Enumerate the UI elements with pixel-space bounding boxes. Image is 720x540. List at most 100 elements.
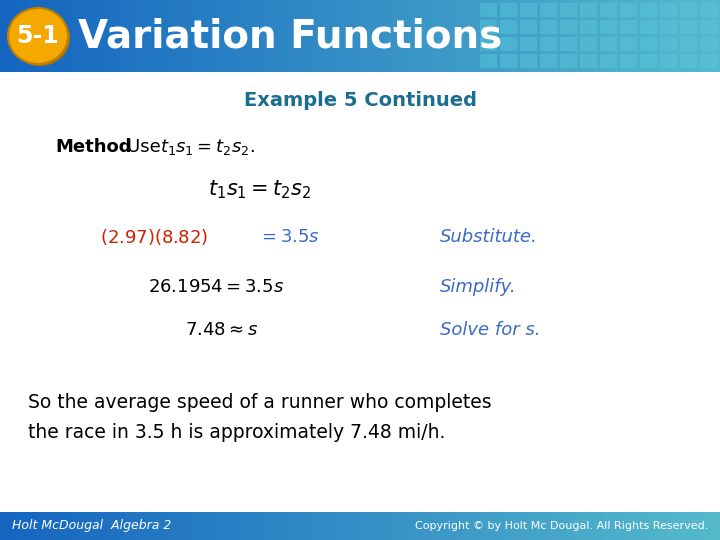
Bar xyxy=(153,0,162,72)
Text: Simplify.: Simplify. xyxy=(440,278,517,296)
Bar xyxy=(279,0,288,72)
Bar xyxy=(243,512,252,540)
Text: $26.1954 = 3.5s$: $26.1954 = 3.5s$ xyxy=(148,278,284,296)
Bar xyxy=(270,0,279,72)
Bar xyxy=(513,0,522,72)
Bar xyxy=(324,0,333,72)
Bar xyxy=(630,512,639,540)
Bar xyxy=(288,0,297,72)
Ellipse shape xyxy=(10,10,70,66)
Bar xyxy=(594,0,603,72)
Bar xyxy=(198,512,207,540)
Bar xyxy=(640,54,657,68)
Bar xyxy=(189,512,198,540)
Bar xyxy=(600,37,617,51)
Bar xyxy=(414,512,423,540)
Bar xyxy=(477,512,486,540)
Bar xyxy=(207,512,216,540)
Bar xyxy=(189,0,198,72)
Bar xyxy=(387,0,396,72)
Bar xyxy=(450,0,459,72)
Bar xyxy=(333,512,342,540)
Bar xyxy=(441,512,450,540)
Bar xyxy=(225,512,234,540)
Bar xyxy=(315,512,324,540)
Bar xyxy=(576,512,585,540)
Bar xyxy=(54,0,63,72)
Bar xyxy=(576,0,585,72)
Text: $(2.97)(8.82)$: $(2.97)(8.82)$ xyxy=(100,227,208,247)
Bar xyxy=(135,512,144,540)
Bar xyxy=(585,0,594,72)
Bar xyxy=(378,0,387,72)
Bar xyxy=(558,0,567,72)
Bar xyxy=(486,512,495,540)
Bar xyxy=(620,54,637,68)
Bar xyxy=(549,512,558,540)
Bar xyxy=(640,37,657,51)
Bar xyxy=(468,512,477,540)
Bar xyxy=(36,512,45,540)
Bar xyxy=(117,512,126,540)
Bar xyxy=(63,512,72,540)
Text: Solve for s.: Solve for s. xyxy=(440,321,541,339)
Bar xyxy=(549,0,558,72)
Bar xyxy=(297,0,306,72)
Bar xyxy=(639,512,648,540)
Bar xyxy=(702,0,711,72)
Bar xyxy=(468,0,477,72)
Bar xyxy=(585,512,594,540)
Bar xyxy=(216,0,225,72)
Bar xyxy=(711,0,720,72)
Bar xyxy=(441,0,450,72)
Bar xyxy=(684,512,693,540)
Bar xyxy=(621,0,630,72)
Bar xyxy=(560,54,577,68)
Text: Use: Use xyxy=(127,138,166,156)
Bar xyxy=(702,512,711,540)
Bar xyxy=(495,512,504,540)
Bar xyxy=(171,512,180,540)
Bar xyxy=(480,54,497,68)
Text: Variation Functions: Variation Functions xyxy=(78,17,503,55)
Bar xyxy=(27,512,36,540)
Bar xyxy=(700,54,717,68)
Bar xyxy=(234,0,243,72)
Bar xyxy=(423,0,432,72)
Bar xyxy=(660,3,677,17)
Bar xyxy=(126,512,135,540)
Bar xyxy=(396,0,405,72)
Bar xyxy=(500,37,517,51)
Bar xyxy=(540,3,557,17)
Bar xyxy=(603,512,612,540)
Bar xyxy=(369,512,378,540)
Bar xyxy=(459,0,468,72)
Bar xyxy=(660,37,677,51)
Bar xyxy=(72,512,81,540)
Bar xyxy=(500,54,517,68)
Bar xyxy=(540,512,549,540)
Bar xyxy=(477,0,486,72)
Bar xyxy=(108,0,117,72)
Bar xyxy=(387,512,396,540)
Bar xyxy=(0,0,9,72)
Bar xyxy=(72,0,81,72)
Bar xyxy=(500,20,517,34)
Bar xyxy=(657,512,666,540)
Bar xyxy=(600,54,617,68)
Bar xyxy=(342,0,351,72)
Bar xyxy=(540,37,557,51)
Bar xyxy=(675,512,684,540)
Bar xyxy=(567,512,576,540)
Bar xyxy=(504,0,513,72)
Bar xyxy=(540,54,557,68)
Bar xyxy=(90,0,99,72)
Bar xyxy=(252,512,261,540)
Bar xyxy=(567,0,576,72)
Bar xyxy=(680,37,697,51)
Bar xyxy=(81,512,90,540)
Bar xyxy=(342,512,351,540)
Bar xyxy=(306,0,315,72)
Bar xyxy=(243,0,252,72)
Bar xyxy=(9,512,18,540)
